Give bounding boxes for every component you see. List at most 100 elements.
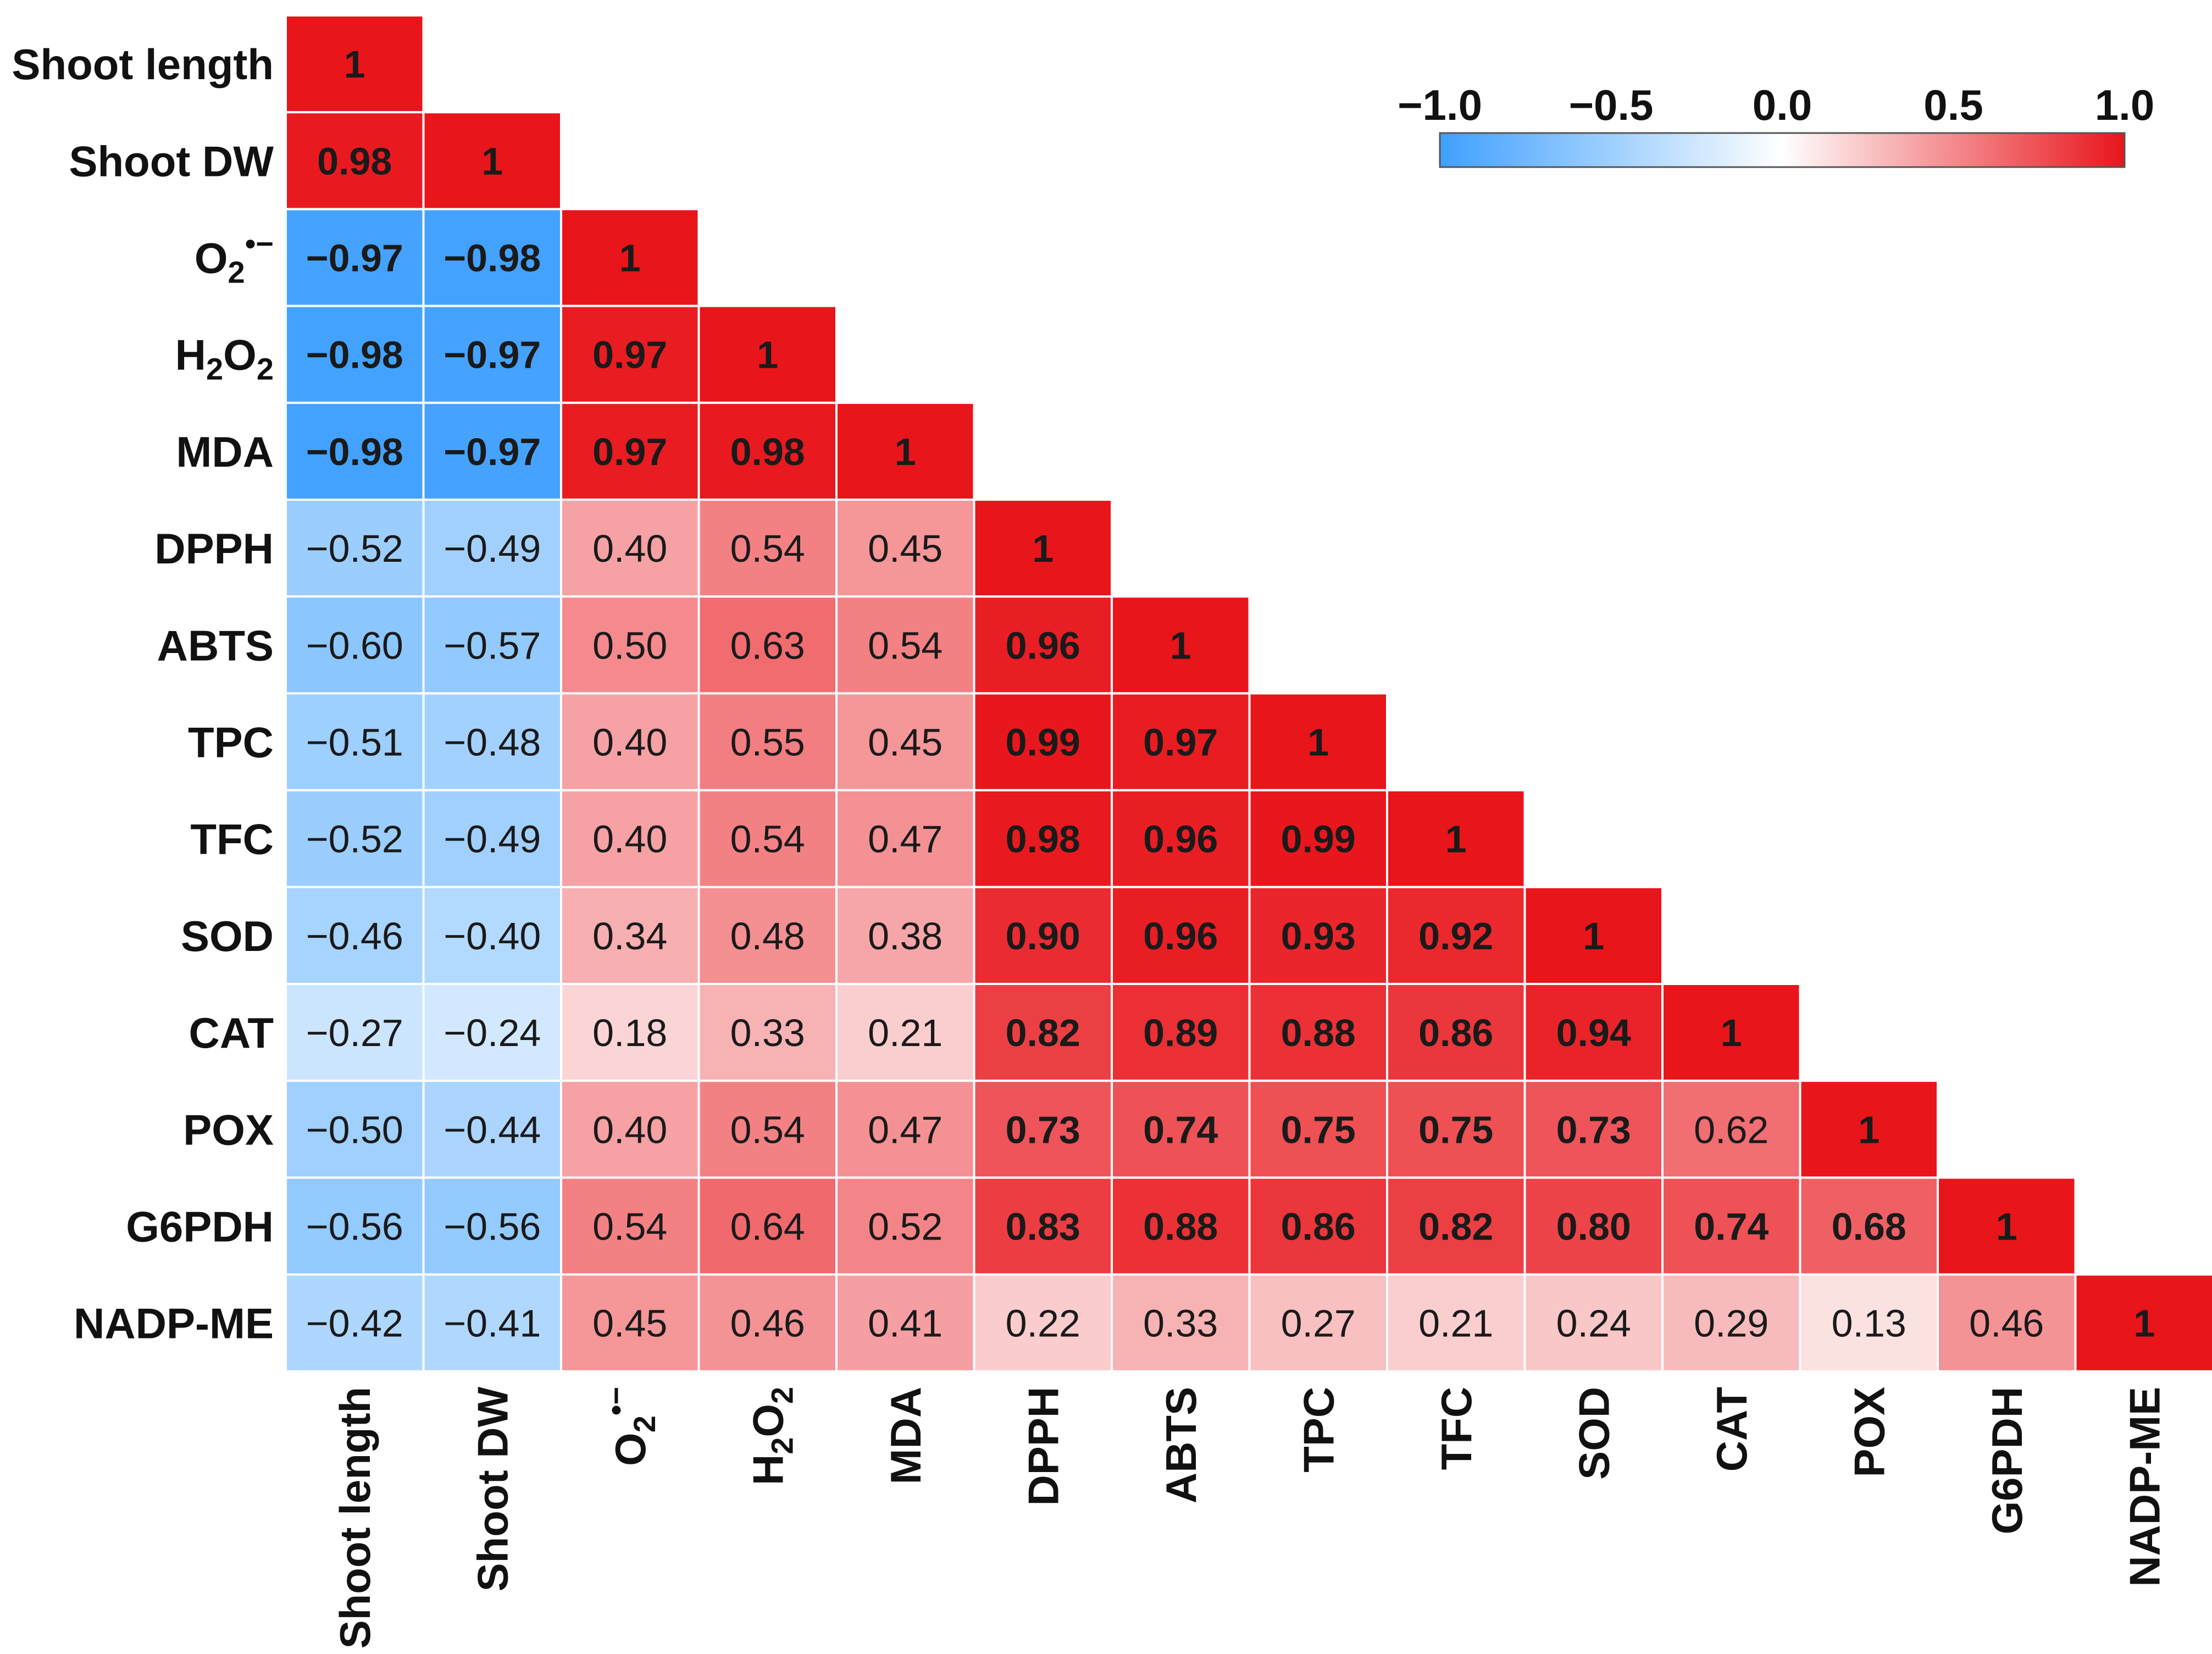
heatmap-cell bbox=[1386, 1176, 1526, 1276]
heatmap-cell bbox=[697, 789, 838, 888]
cell-value-label: −0.24 bbox=[443, 1011, 541, 1054]
heatmap-cell bbox=[973, 789, 1113, 888]
heatmap-cell bbox=[560, 789, 700, 888]
cell-value-label: 0.96 bbox=[1143, 915, 1218, 958]
cell-value-label: 0.82 bbox=[1006, 1011, 1080, 1054]
cell-value-label: −0.48 bbox=[443, 721, 541, 764]
cell-value-label: 0.54 bbox=[730, 1108, 805, 1151]
cell-value-label: 1 bbox=[1858, 1108, 1880, 1151]
heatmap-cell bbox=[422, 305, 562, 404]
cell-value-label: 1 bbox=[1170, 624, 1191, 667]
cell-value-label: 0.46 bbox=[1969, 1302, 2044, 1345]
row-label-sod: SOD bbox=[181, 912, 274, 960]
cell-value-label: −0.97 bbox=[306, 237, 403, 280]
cell-value-label: 0.48 bbox=[730, 915, 805, 958]
cell-value-label: 0.80 bbox=[1556, 1205, 1631, 1248]
heatmap-cell bbox=[973, 1176, 1113, 1276]
heatmap-cell bbox=[285, 595, 425, 695]
heatmap-cell bbox=[697, 1080, 838, 1179]
row-labels: Shoot length Shoot DW O2•− H2O2 MDA DPPH ABTS T… bbox=[12, 40, 274, 1348]
heatmap-cell bbox=[285, 499, 425, 598]
row-label-tfc: TFC bbox=[190, 815, 274, 864]
cell-value-label: 0.93 bbox=[1281, 915, 1356, 958]
heatmap-cell bbox=[835, 499, 975, 598]
row-label-tpc: TPC bbox=[188, 718, 274, 767]
row-label-shoot-dw: Shoot DW bbox=[69, 137, 274, 185]
colorbar-tick-label: −1.0 bbox=[1398, 81, 1482, 129]
heatmap-cell bbox=[560, 1080, 700, 1179]
heatmap-cell bbox=[697, 595, 838, 695]
heatmap-cell bbox=[1111, 1273, 1251, 1373]
cell-value-label: 0.45 bbox=[868, 721, 943, 764]
cell-value-label: 0.62 bbox=[1694, 1108, 1769, 1151]
column-label-tpc: TPC bbox=[1295, 1387, 1343, 1473]
heatmap-cell bbox=[560, 1273, 700, 1373]
cell-value-label: 0.52 bbox=[868, 1205, 943, 1248]
heatmap-cell bbox=[1386, 1273, 1526, 1373]
heatmap-cell bbox=[1248, 1273, 1388, 1373]
heatmap-cell bbox=[697, 1176, 838, 1276]
heatmap-cell bbox=[285, 111, 425, 211]
cell-value-label: 1 bbox=[757, 334, 778, 377]
heatmap-cell bbox=[1248, 692, 1388, 792]
cell-value-label: 0.18 bbox=[592, 1011, 667, 1054]
cell-value-label: 0.27 bbox=[1281, 1302, 1356, 1345]
cell-value-label: 0.98 bbox=[317, 140, 392, 182]
cell-value-label: 0.38 bbox=[868, 915, 943, 958]
heatmap-cell bbox=[973, 1273, 1113, 1373]
cell-value-label: 0.98 bbox=[730, 430, 805, 473]
cell-value-label: 0.40 bbox=[592, 818, 667, 861]
heatmap-cell bbox=[285, 983, 425, 1082]
cell-value-label: 1 bbox=[344, 43, 365, 86]
column-label-o2: O2•− bbox=[598, 1387, 662, 1466]
heatmap-cells: 1 0.98 1 −0.97 −0.98 1 −0.98 −0.97 0.97 1 −0.98 −0.… bbox=[285, 14, 2212, 1373]
column-label-abts: ABTS bbox=[1157, 1387, 1205, 1503]
cell-value-label: 1 bbox=[619, 237, 641, 280]
heatmap-cell bbox=[1386, 1080, 1526, 1179]
cell-value-label: 0.54 bbox=[592, 1205, 667, 1248]
cell-value-label: 0.73 bbox=[1556, 1108, 1631, 1151]
cell-value-label: 1 bbox=[481, 140, 503, 182]
heatmap-cell bbox=[835, 886, 975, 986]
row-label-o2: O2•− bbox=[195, 226, 274, 290]
heatmap-cell bbox=[1661, 983, 1801, 1082]
row-label-abts: ABTS bbox=[157, 621, 274, 670]
cell-value-label: 0.68 bbox=[1832, 1205, 1906, 1248]
cell-value-label: 0.97 bbox=[592, 334, 667, 377]
row-label-cat: CAT bbox=[189, 1009, 274, 1057]
cell-value-label: 0.50 bbox=[592, 624, 667, 667]
row-label-g6pdh: G6PDH bbox=[126, 1203, 274, 1251]
cell-value-label: 1 bbox=[2133, 1302, 2155, 1345]
heatmap-cell bbox=[1799, 1080, 1939, 1179]
cell-value-label: −0.51 bbox=[306, 721, 403, 764]
cell-value-label: 0.54 bbox=[730, 818, 805, 861]
column-label-shoot-dw: Shoot DW bbox=[469, 1386, 517, 1591]
cell-value-label: 1 bbox=[1996, 1205, 2017, 1248]
cell-value-label: 0.88 bbox=[1281, 1011, 1356, 1054]
cell-value-label: 0.47 bbox=[868, 1108, 943, 1151]
cell-value-label: −0.46 bbox=[306, 915, 403, 958]
heatmap-cell bbox=[422, 111, 562, 211]
column-label-nadp-me: NADP-ME bbox=[2121, 1387, 2169, 1587]
heatmap-cell bbox=[560, 692, 700, 792]
heatmap-cell bbox=[560, 886, 700, 986]
cell-value-label: 0.86 bbox=[1418, 1011, 1493, 1054]
cell-value-label: −0.57 bbox=[443, 624, 541, 667]
column-label-cat: CAT bbox=[1707, 1387, 1756, 1472]
heatmap-cell bbox=[422, 1273, 562, 1373]
heatmap-cell bbox=[1661, 1273, 1801, 1373]
cell-value-label: −0.52 bbox=[306, 527, 403, 570]
heatmap-cell bbox=[2074, 1273, 2212, 1373]
heatmap-cell bbox=[285, 886, 425, 986]
heatmap-cell bbox=[422, 1080, 562, 1179]
cell-value-label: 0.89 bbox=[1143, 1011, 1218, 1054]
colorbar-legend: −1.0 −0.5 0.0 0.5 1.0 bbox=[1398, 81, 2154, 168]
cell-value-label: −0.98 bbox=[306, 334, 403, 377]
column-label-dpph: DPPH bbox=[1019, 1387, 1068, 1506]
cell-value-label: 0.98 bbox=[1006, 818, 1080, 861]
heatmap-cell bbox=[422, 886, 562, 986]
cell-value-label: 0.40 bbox=[592, 721, 667, 764]
cell-value-label: −0.60 bbox=[306, 624, 403, 667]
cell-value-label: 0.97 bbox=[592, 430, 667, 473]
heatmap-cell bbox=[285, 1273, 425, 1373]
